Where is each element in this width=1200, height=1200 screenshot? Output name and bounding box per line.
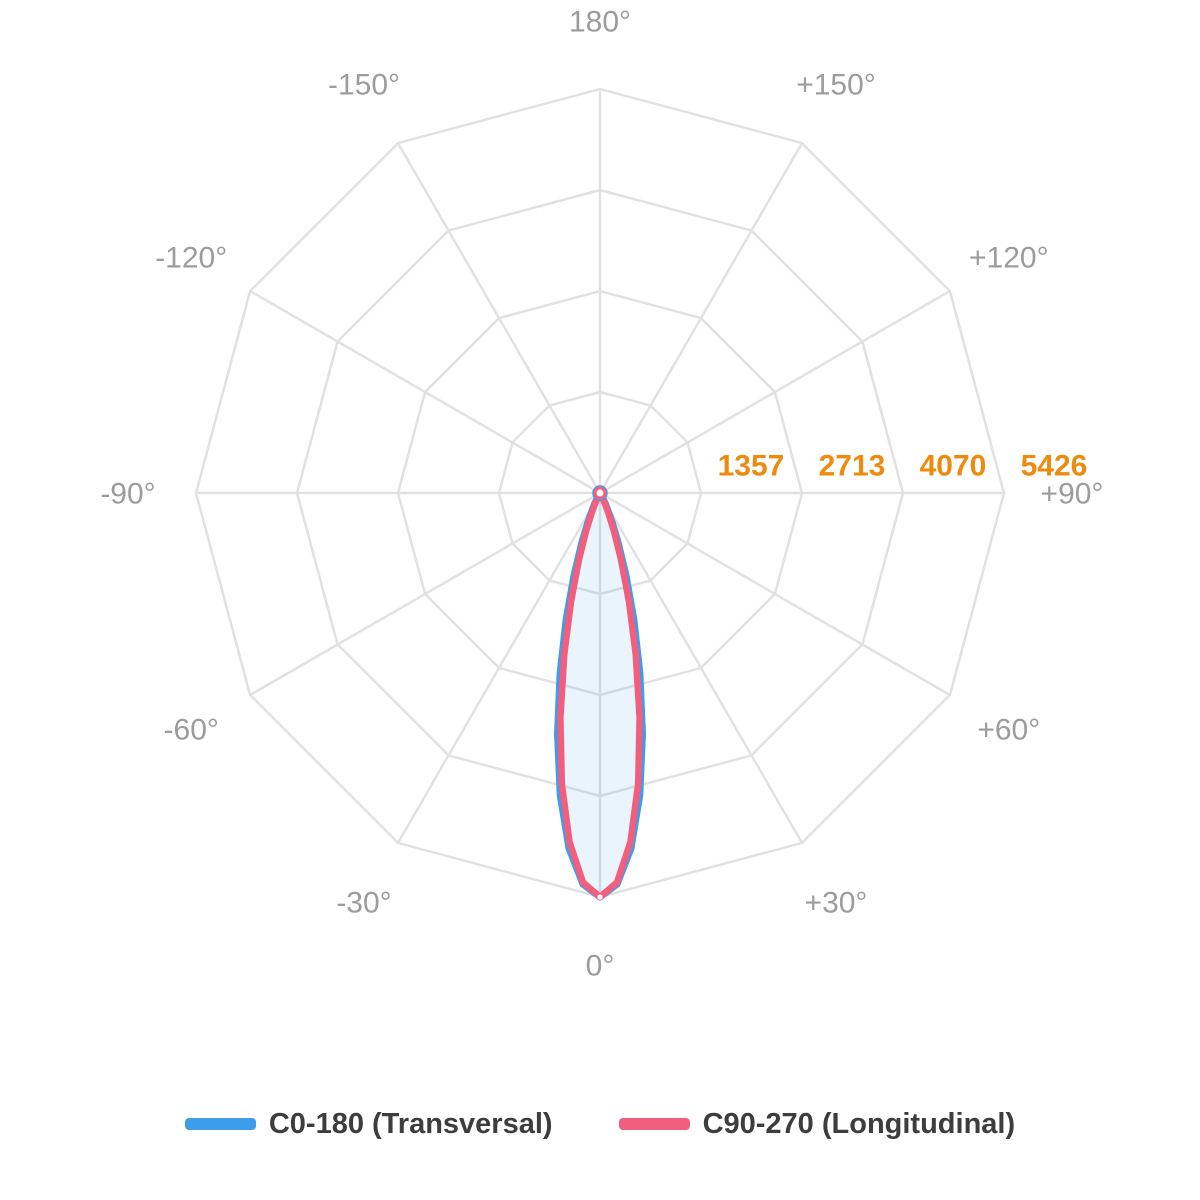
legend-swatch-c0-180-icon	[184, 1118, 256, 1130]
grid-spoke-330	[396, 492, 602, 844]
angle-label-+60deg: +60°	[977, 714, 1040, 747]
grid-spoke-150	[598, 142, 804, 494]
angle-label-+120deg: +120°	[969, 242, 1049, 275]
polar-grid	[194, 87, 1006, 899]
tick-label-1357: 1357	[718, 450, 785, 483]
legend-item-c90-270[interactable]: C90-270 (Longitudinal)	[618, 1107, 1016, 1141]
tick-label-4070: 4070	[920, 450, 987, 483]
grid-spoke-240	[249, 289, 601, 495]
angle-label--150deg: -150°	[328, 69, 400, 102]
legend-swatch-c90-270-icon	[618, 1118, 690, 1130]
grid-spoke-300	[249, 491, 601, 697]
tick-label-5426: 5426	[1021, 450, 1088, 483]
angle-label--120deg: -120°	[155, 242, 227, 275]
angle-label--30deg: -30°	[336, 886, 391, 919]
angle-label-+150deg: +150°	[796, 69, 876, 102]
angle-label-0deg: 0°	[586, 950, 615, 983]
angle-label-180deg: 180°	[569, 6, 631, 39]
legend-item-c0-180[interactable]: C0-180 (Transversal)	[184, 1107, 553, 1141]
legend-label-c0-180: C0-180 (Transversal)	[268, 1107, 553, 1140]
angle-label--90deg: -90°	[100, 478, 155, 511]
angle-label-+30deg: +30°	[805, 886, 868, 919]
grid-spoke-30	[598, 492, 804, 844]
origin-marker-c90	[593, 486, 607, 500]
legend-label-c90-270: C90-270 (Longitudinal)	[702, 1107, 1016, 1140]
angle-labels: 0° +30° +60° +90° +120° +150° 180° -150° -120° -9…	[100, 6, 1103, 983]
angle-label--60deg: -60°	[164, 714, 219, 747]
radial-tick-labels: 1357 2713 4070 5426	[718, 450, 1088, 483]
beam-tip-marker	[597, 894, 603, 900]
grid-spoke-210	[396, 142, 602, 494]
tick-label-2713: 2713	[819, 450, 886, 483]
grid-spoke-60	[599, 491, 951, 697]
angle-label-+90deg: +90°	[1041, 478, 1104, 511]
chart-legend: C0-180 (Transversal) C90-270 (Longitudin…	[0, 1100, 1200, 1148]
grid-spoke-120	[599, 289, 951, 495]
